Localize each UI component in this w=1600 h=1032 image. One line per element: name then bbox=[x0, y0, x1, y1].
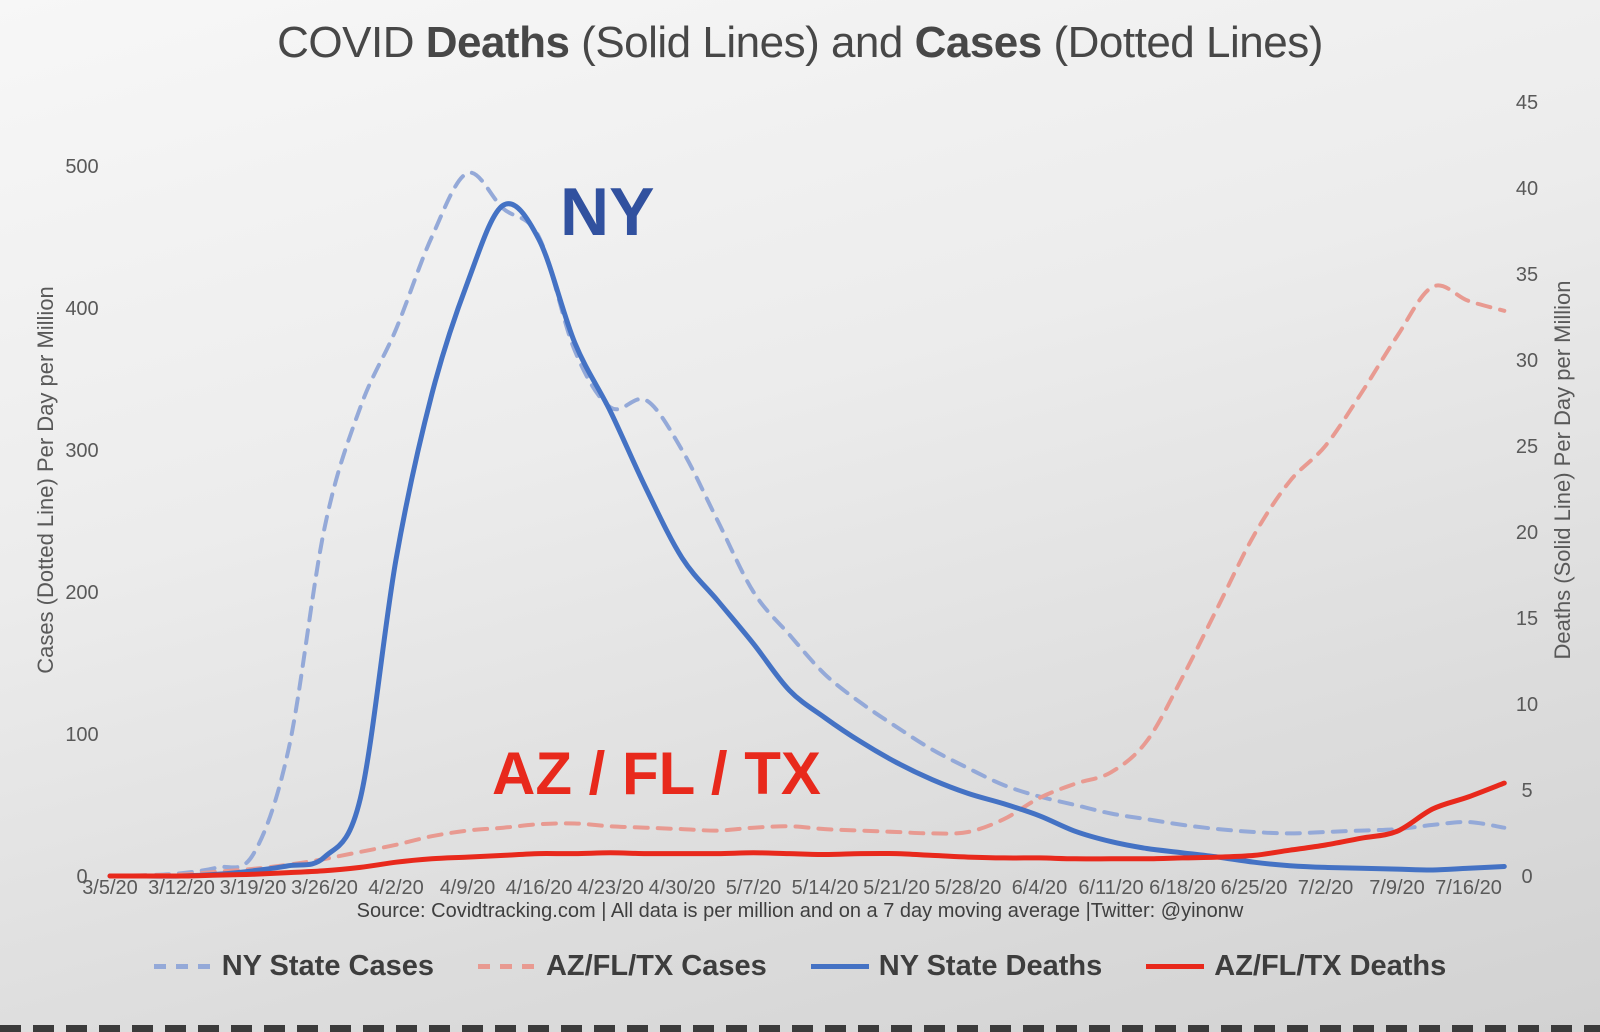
y-axis-left-tick-label: 200 bbox=[65, 582, 98, 604]
x-axis-tick-label: 6/18/20 bbox=[1149, 877, 1216, 899]
y-axis-left-tick-label: 300 bbox=[65, 440, 98, 462]
x-axis-tick-label: 6/25/20 bbox=[1221, 877, 1288, 899]
x-axis-tick-label: 4/2/20 bbox=[368, 877, 424, 899]
x-axis-tick-label: 5/14/20 bbox=[792, 877, 859, 899]
x-axis-tick-label: 3/19/20 bbox=[220, 877, 287, 899]
x-axis-tick-label: 6/11/20 bbox=[1078, 877, 1143, 899]
y-axis-right-tick-label: 20 bbox=[1516, 522, 1538, 544]
az-fl-tx-cases-line bbox=[108, 283, 1507, 878]
x-axis-tick-label: 3/12/20 bbox=[148, 877, 215, 899]
legend-item-az-fl-tx-cases: AZ/FL/TX Cases bbox=[477, 950, 767, 983]
x-axis-tick-label: 5/7/20 bbox=[726, 877, 782, 899]
ny-state-deaths-line bbox=[107, 201, 1507, 879]
title-cases-bold: Cases bbox=[914, 18, 1043, 67]
legend-label: AZ/FL/TX Deaths bbox=[1214, 950, 1447, 982]
legend-item-ny-state-cases: NY State Cases bbox=[153, 950, 434, 983]
y-axis-right-tick-label: 35 bbox=[1516, 264, 1538, 286]
legend-item-ny-state-deaths: NY State Deaths bbox=[810, 950, 1103, 983]
solid-line-sample-icon bbox=[810, 964, 869, 969]
title-deaths-bold: Deaths bbox=[425, 18, 570, 67]
y-axis-right-tick-label: 10 bbox=[1516, 694, 1538, 716]
legend-label: NY State Cases bbox=[221, 950, 434, 982]
x-axis-tick-label: 4/16/20 bbox=[506, 877, 573, 899]
right-axis-title: Deaths (Solid Line) Per Day per Million bbox=[1550, 280, 1575, 660]
x-axis-tick-label: 6/4/20 bbox=[1012, 877, 1068, 899]
x-axis-tick-label: 4/30/20 bbox=[649, 877, 716, 899]
y-axis-right-tick-label: 0 bbox=[1521, 866, 1532, 888]
x-axis-tick-label: 3/5/20 bbox=[82, 877, 138, 899]
x-axis-tick-label: 4/23/20 bbox=[577, 877, 644, 899]
title-text-suffix: (Dotted Lines) bbox=[1041, 18, 1323, 67]
title-text-mid: (Solid Lines) and bbox=[569, 18, 915, 67]
y-axis-right-tick-label: 25 bbox=[1516, 436, 1538, 458]
y-axis-right-tick-label: 30 bbox=[1516, 350, 1538, 372]
y-axis-right-tick-label: 5 bbox=[1521, 780, 1532, 802]
legend-label: AZ/FL/TX Cases bbox=[545, 950, 767, 982]
dashed-line-sample-icon bbox=[153, 964, 212, 969]
x-axis-tick-label: 7/9/20 bbox=[1369, 877, 1425, 899]
y-axis-left-tick-label: 0 bbox=[76, 866, 87, 888]
ny-state-cases-line bbox=[108, 170, 1507, 878]
legend-item-az-fl-tx-deaths: AZ/FL/TX Deaths bbox=[1146, 950, 1446, 983]
y-axis-left-tick-label: 100 bbox=[65, 724, 98, 746]
x-axis-tick-label: 3/26/20 bbox=[291, 877, 358, 899]
az-fl-tx-deaths-line bbox=[107, 780, 1507, 879]
x-axis-tick-label: 4/9/20 bbox=[440, 877, 496, 899]
annotation-az-fl-tx: AZ / FL / TX bbox=[492, 740, 821, 807]
dashed-line-sample-icon bbox=[477, 964, 536, 969]
y-axis-right-tick-label: 15 bbox=[1516, 608, 1538, 630]
y-axis-right-tick-label: 40 bbox=[1516, 178, 1538, 200]
left-axis-title: Cases (Dotted Line) Per Day per Million bbox=[33, 286, 58, 674]
x-axis-tick-label: 5/21/20 bbox=[863, 877, 930, 899]
chart-title: COVID Deaths (Solid Lines) and Cases (Do… bbox=[0, 18, 1600, 68]
y-axis-left-tick-label: 400 bbox=[65, 298, 98, 320]
title-text: COVID bbox=[277, 18, 426, 67]
y-axis-right-tick-label: 45 bbox=[1516, 92, 1538, 114]
x-axis-tick-label: 7/16/20 bbox=[1435, 877, 1502, 899]
solid-line-sample-icon bbox=[1146, 964, 1205, 969]
legend-label: NY State Deaths bbox=[878, 950, 1103, 982]
source-caption: Source: Covidtracking.com | All data is … bbox=[356, 900, 1244, 922]
x-axis-tick-label: 5/28/20 bbox=[935, 877, 1002, 899]
y-axis-left-tick-label: 500 bbox=[65, 156, 98, 178]
x-axis-tick-label: 7/2/20 bbox=[1298, 877, 1354, 899]
annotation-ny: NY bbox=[560, 174, 655, 250]
bottom-dashed-strip bbox=[0, 1025, 1600, 1032]
legend: NY State Cases AZ/FL/TX Cases NY State Dea… bbox=[0, 950, 1600, 983]
